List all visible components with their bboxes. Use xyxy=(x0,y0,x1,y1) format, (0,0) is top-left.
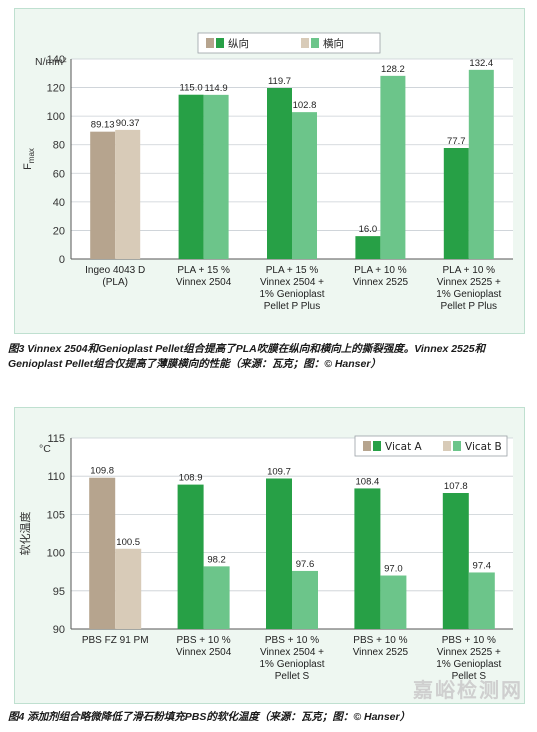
bar-s1-c4 xyxy=(354,488,381,629)
y-tick-label: 100 xyxy=(47,548,65,560)
y-tick-label: 20 xyxy=(53,225,65,237)
x-tick-label: PLA + 15 % Vinnex 2504 xyxy=(176,265,232,288)
x-tick-label: PBS + 10 % Vinnex 2504 +1% Genioplast Pell… xyxy=(259,635,324,682)
data-label: 100.5 xyxy=(116,537,140,548)
data-label: 128.2 xyxy=(381,64,405,75)
bar-s1-c2 xyxy=(177,484,204,629)
bar-s1-c1 xyxy=(89,477,116,629)
bar-s1-c4 xyxy=(355,236,381,259)
bar-s2-c3 xyxy=(292,112,317,260)
bar-s1-c5 xyxy=(442,493,469,629)
bar-s2-c5 xyxy=(468,69,494,259)
figure-caption-fig4: 图4 添加剂组合略微降低了滑石粉填充PBS的软化温度（来源：瓦克；图：© Han… xyxy=(8,711,411,723)
bar-s1-c2 xyxy=(178,94,204,259)
bar-s1-c5 xyxy=(443,148,469,259)
x-tick-label: PLA + 10 % Vinnex 2525 +1% Genioplast Pell… xyxy=(436,265,501,312)
y-tick-label: 40 xyxy=(53,197,65,209)
watermark-text: 嘉峪检测网 xyxy=(413,678,523,702)
data-label: 109.7 xyxy=(267,466,291,477)
legend-swatch-first-s1 xyxy=(206,38,214,48)
data-label: 97.0 xyxy=(384,564,403,575)
legend-box xyxy=(354,435,508,457)
x-tick-label: PBS + 10 % Vinnex 2504 xyxy=(176,635,232,658)
x-tick-label: PLA + 15 % Vinnex 2504 +1% Genioplast Pell… xyxy=(259,265,324,312)
data-label: 108.4 xyxy=(356,476,380,487)
legend-swatch-s1 xyxy=(373,441,381,451)
data-label: 16.0 xyxy=(359,224,378,235)
y-tick-label: 60 xyxy=(53,168,65,180)
y-tick-label: 100 xyxy=(47,111,65,123)
y-axis-label: 软化温度 xyxy=(18,512,32,556)
y-tick-label: 115 xyxy=(47,433,65,445)
data-label: 119.7 xyxy=(268,76,291,87)
legend-swatch-s2 xyxy=(453,441,461,451)
bar-s2-c4 xyxy=(380,575,407,629)
y-axis-label: Fmax xyxy=(22,148,36,170)
data-label: 132.4 xyxy=(469,58,493,69)
legend-label-s2: Vicat B xyxy=(465,441,502,453)
bar-s2-c3 xyxy=(292,570,318,629)
data-label: 90.37 xyxy=(116,118,140,129)
unit-label: N/mm² xyxy=(35,56,67,68)
y-axis-label-group: 软化温度 xyxy=(18,512,32,556)
data-label: 114.9 xyxy=(205,83,228,94)
y-tick-label: 140 xyxy=(47,54,65,66)
data-label: 108.9 xyxy=(179,473,203,484)
y-tick-label: 120 xyxy=(47,83,65,95)
x-tick-label: PBS FZ 91 PM xyxy=(82,635,149,646)
unit-label: °C xyxy=(39,443,51,455)
data-label: 107.8 xyxy=(444,481,468,492)
legend-swatch-first-s1 xyxy=(363,441,371,451)
data-label: 102.8 xyxy=(293,100,317,111)
bar-s2-c2 xyxy=(203,94,229,259)
data-label: 97.4 xyxy=(473,560,492,571)
data-label: 89.13 xyxy=(91,120,115,131)
y-axis-label-group: Fmax xyxy=(22,148,36,170)
softening-temperature-bar-chart: 90 95 100 105 110 115°C 软化温度 109.8 100.5 PBS FZ 9… xyxy=(18,433,513,682)
data-label: 97.6 xyxy=(296,559,315,570)
y-tick-label: 0 xyxy=(59,254,65,266)
legend-swatch-first-s2 xyxy=(301,38,309,48)
legend-swatch-s1 xyxy=(216,38,224,48)
x-tick-label: PBS + 10 % Vinnex 2525 +1% Genioplast Pell… xyxy=(436,635,501,682)
y-tick-label: 90 xyxy=(53,624,65,636)
bar-s2-c5 xyxy=(468,572,495,629)
x-tick-label: PBS + 10 % Vinnex 2525 xyxy=(353,635,409,658)
data-label: 98.2 xyxy=(207,554,226,565)
y-tick-label: 105 xyxy=(47,509,65,521)
x-tick-label: Ingeo 4043 D (PLA) xyxy=(85,265,145,288)
legend-swatch-first-s2 xyxy=(443,441,451,451)
bar-s2-c2 xyxy=(203,566,230,629)
chart-panel-fig3: 0 20 40 60 80 100 120 140 N/mm² Fmax 89.13 90.37 Ing… xyxy=(14,8,525,334)
legend-label-s1: Vicat A xyxy=(385,441,423,453)
bar-s2-c1 xyxy=(115,548,142,629)
y-tick-label: 80 xyxy=(53,140,65,152)
bar-s1-c3 xyxy=(266,478,292,629)
x-tick-label: PLA + 10 % Vinnex 2525 xyxy=(353,265,409,288)
figure-caption-fig3: 图3 Vinnex 2504和Genioplast Pellet组合提高了PLA… xyxy=(8,343,486,370)
legend-swatch-s2 xyxy=(311,38,319,48)
legend-label-s1: 纵向 xyxy=(228,37,249,50)
data-label: 115.0 xyxy=(180,83,203,94)
chart-panel-fig4: 90 95 100 105 110 115 °C 软化温度 109.8 100.5 PBS FZ 9… xyxy=(14,407,525,704)
data-label: 77.7 xyxy=(447,136,466,147)
bar-s2-c1 xyxy=(115,129,141,259)
bar-s1-c3 xyxy=(267,88,292,259)
legend-label-s2: 横向 xyxy=(323,37,344,50)
data-label: 109.8 xyxy=(90,466,114,477)
y-tick-label: 110 xyxy=(47,471,65,483)
legend-box xyxy=(197,32,381,54)
y-tick-label: 95 xyxy=(53,586,65,598)
bar-s2-c4 xyxy=(380,75,406,259)
bar-s1-c1 xyxy=(90,131,116,259)
